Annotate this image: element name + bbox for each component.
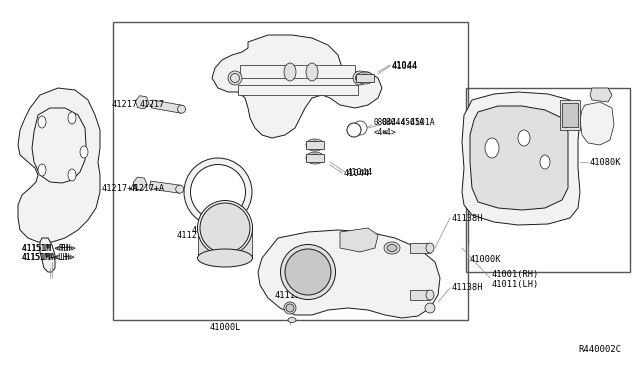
Polygon shape [590,88,612,102]
Text: 41121: 41121 [192,225,218,234]
Polygon shape [198,228,252,258]
Ellipse shape [309,141,321,149]
Bar [356,74,374,82]
Ellipse shape [518,130,530,146]
Ellipse shape [306,63,318,81]
Ellipse shape [228,71,242,85]
Text: 41217+A: 41217+A [101,183,138,192]
Text: 41044: 41044 [392,61,419,70]
Text: 41138H: 41138H [452,283,483,292]
Ellipse shape [38,116,46,128]
Bar [113,22,468,320]
Bar [306,141,324,149]
Polygon shape [340,228,378,252]
Ellipse shape [288,317,296,323]
Text: 41217+A: 41217+A [130,183,165,192]
Polygon shape [240,65,355,78]
Ellipse shape [306,152,324,164]
Ellipse shape [387,244,397,251]
Polygon shape [135,96,149,109]
Text: 41044: 41044 [347,167,373,176]
Ellipse shape [384,242,400,254]
Text: 41217: 41217 [112,99,138,109]
Text: R440002C: R440002C [578,346,621,355]
Ellipse shape [426,290,434,300]
Ellipse shape [280,244,335,299]
Text: 41151M <RH>: 41151M <RH> [22,244,76,253]
Ellipse shape [286,304,294,312]
Bar [562,103,578,127]
Text: <4>: <4> [382,128,397,137]
Polygon shape [410,290,430,300]
Ellipse shape [309,154,321,162]
Ellipse shape [425,303,435,313]
Ellipse shape [230,74,239,83]
Polygon shape [32,108,86,183]
Text: 41138H: 41138H [452,214,483,222]
Text: 41151MA<LH>: 41151MA<LH> [22,253,73,263]
Ellipse shape [176,185,184,193]
Text: 41151M <RH>: 41151M <RH> [22,244,73,253]
Ellipse shape [38,164,46,176]
Text: 41044: 41044 [344,169,371,177]
Ellipse shape [177,105,186,113]
Text: 41001(RH): 41001(RH) [492,270,540,279]
Ellipse shape [198,201,253,256]
Ellipse shape [68,112,76,124]
Polygon shape [580,102,614,145]
Circle shape [347,123,361,137]
Circle shape [353,121,367,135]
Ellipse shape [355,74,365,83]
Ellipse shape [200,203,250,253]
Ellipse shape [285,249,331,295]
Polygon shape [238,85,358,95]
Text: 41044: 41044 [392,61,419,71]
Polygon shape [410,243,430,253]
Polygon shape [133,177,147,190]
Text: 41112B: 41112B [275,291,307,299]
Text: 41217: 41217 [140,99,165,109]
Polygon shape [470,106,568,210]
Text: 41011(LH): 41011(LH) [492,280,540,289]
Ellipse shape [284,302,296,314]
Ellipse shape [184,158,252,226]
Bar [466,88,630,272]
Text: 41000L: 41000L [210,324,241,333]
Bar [560,100,580,130]
Polygon shape [151,100,182,113]
Text: 41121: 41121 [177,231,203,240]
Text: B: B [352,125,356,135]
Bar [306,154,324,162]
Ellipse shape [353,71,367,85]
Text: 41080K: 41080K [590,157,621,167]
Polygon shape [462,92,580,225]
Ellipse shape [359,74,371,82]
Ellipse shape [356,72,374,84]
Ellipse shape [284,63,296,81]
Ellipse shape [198,249,253,267]
Text: B: B [358,124,362,132]
Ellipse shape [485,138,499,158]
Text: 08044-4501A: 08044-4501A [382,118,436,126]
Polygon shape [40,238,55,272]
Text: <4>: <4> [374,128,388,137]
Ellipse shape [191,164,246,219]
Polygon shape [212,35,382,138]
Text: 08044-4501A: 08044-4501A [374,118,425,126]
Text: 41000K: 41000K [470,256,502,264]
Ellipse shape [80,146,88,158]
Polygon shape [150,181,180,193]
Ellipse shape [426,243,434,253]
Text: 41151MA<LH>: 41151MA<LH> [22,253,76,263]
Polygon shape [18,88,100,242]
Polygon shape [258,230,440,318]
Ellipse shape [306,139,324,151]
Ellipse shape [68,169,76,181]
Ellipse shape [540,155,550,169]
